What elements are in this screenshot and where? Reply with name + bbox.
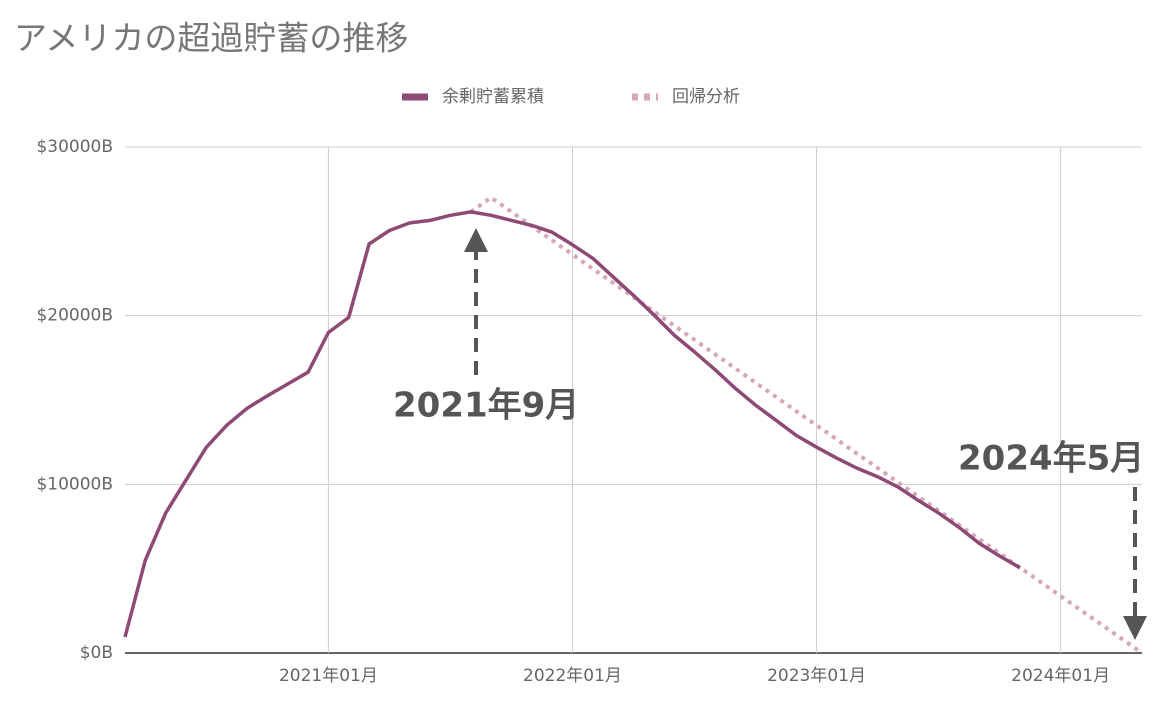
arrow-head	[1123, 616, 1147, 640]
x-tick-label: 2022年01月	[523, 666, 622, 686]
chart-title: アメリカの超過貯蓄の推移	[14, 19, 408, 58]
y-tick-label: $30000B	[36, 137, 113, 157]
annotation-text: 2024年5月	[958, 439, 1144, 479]
x-tick-label: 2021年01月	[279, 666, 378, 686]
x-tick-label: 2023年01月	[767, 666, 866, 686]
arrow-head	[464, 228, 488, 252]
series-line	[469, 195, 1144, 655]
annotation-text: 2021年9月	[393, 386, 579, 426]
axes: $0B $10000B $20000B $30000B 2021年01月 2022年01月…	[36, 137, 1142, 686]
legend-label: 回帰分析	[672, 87, 740, 107]
legend-label: 余剰貯蓄累積	[442, 87, 544, 107]
series-line	[123, 210, 1021, 638]
y-tick-label: $20000B	[36, 306, 113, 326]
y-tick-label: $10000B	[36, 474, 113, 494]
annotation-1: 2021年9月	[393, 228, 579, 426]
x-tick-label: 2024年01月	[1011, 666, 1110, 686]
y-tick-label: $0B	[80, 643, 113, 663]
annotation-2: 2024年5月	[958, 439, 1147, 640]
